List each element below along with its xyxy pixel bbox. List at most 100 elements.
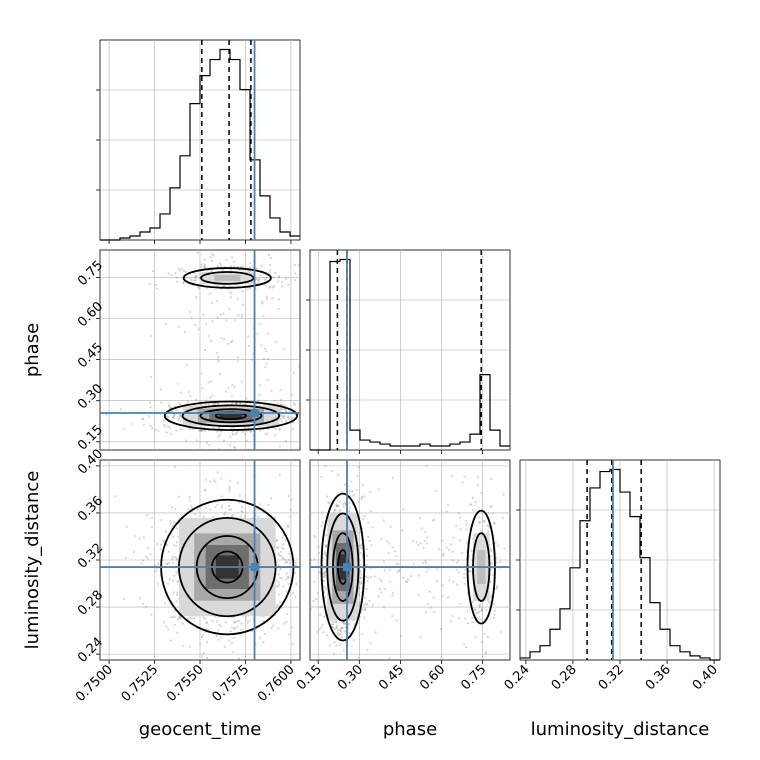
scatter-point [189,395,192,398]
scatter-point [293,403,296,406]
scatter-point [171,535,174,538]
scatter-point [241,506,244,509]
scatter-point [457,512,460,515]
scatter-point [276,585,279,588]
scatter-point [301,415,303,417]
scatter-point [465,528,468,531]
scatter-point [457,559,460,562]
scatter-point [282,415,285,418]
scatter-point [213,479,216,482]
scatter-point [277,605,280,608]
scatter-point [447,548,451,551]
scatter-point [138,597,141,600]
scatter-point [298,342,300,346]
scatter-point [161,539,164,542]
scatter-point [335,504,339,508]
scatter-point [321,623,325,627]
scatter-point [171,558,174,561]
scatter-point [483,632,486,636]
scatter-point [246,621,249,624]
scatter-point [230,508,233,511]
scatter-point [221,268,225,271]
scatter-point [176,591,179,594]
scatter-point [276,402,279,405]
scatter-point [340,490,344,493]
scatter-point [471,600,474,603]
scatter-point [278,474,281,477]
scatter-point [367,535,370,538]
scatter-point [278,554,281,557]
scatter-point [203,488,206,491]
scatter-point [146,557,149,560]
scatter-point [359,551,363,555]
scatter-point [284,561,288,564]
scatter-point [386,540,389,543]
scatter-point [280,577,283,580]
scatter-point [324,545,327,548]
scatter-point [377,595,380,598]
scatter-point [267,253,271,257]
scatter-point [299,600,300,603]
scatter-point [162,424,166,427]
scatter-point [157,562,160,566]
scatter-point [218,433,221,437]
scatter-point [149,553,152,556]
scatter-point [359,571,362,574]
scatter-point [258,393,261,397]
scatter-point [205,656,209,660]
scatter-point [215,299,219,302]
scatter-point [228,290,232,293]
scatter-point [172,413,176,417]
scatter-point [361,632,364,636]
scatter-point [331,469,334,472]
scatter-point [324,464,327,468]
scatter-point [316,591,319,594]
scatter-point [199,643,202,646]
scatter-point [279,418,282,421]
scatter-point [290,626,294,629]
scatter-point [288,561,291,564]
scatter-point [495,586,498,590]
scatter-point [495,556,498,560]
scatter-point [442,553,445,556]
scatter-point [150,613,153,616]
scatter-point [174,508,177,511]
scatter-point [474,609,477,612]
scatter-point [248,287,252,290]
scatter-point [215,634,218,638]
scatter-point [324,553,327,556]
scatter-point [178,616,181,619]
scatter-point [279,550,283,554]
labels-layer: geocent_time phase luminosity_distance p… [22,323,709,740]
scatter-point [489,547,492,551]
scatter-point [323,590,326,594]
scatter-point [445,546,448,549]
scatter-point [237,314,240,317]
scatter-point [265,298,269,301]
scatter-point [144,555,148,558]
scatter-point [489,595,493,599]
scatter-point [167,550,170,553]
scatter-point [175,409,178,412]
scatter-point [290,498,293,501]
scatter-point [424,561,427,564]
contour-line [181,404,281,428]
scatter-point [208,396,212,400]
scatter-point [200,265,203,268]
scatter-point [368,599,371,603]
scatter-point [228,479,232,482]
scatter-point [470,570,473,573]
scatter-point [477,610,480,613]
scatter-point [258,278,261,281]
scatter-point [342,411,344,413]
scatter-point [484,652,487,655]
scatter-point [204,322,207,326]
scatter-point [272,276,275,279]
scatter-point [262,620,265,623]
scatter-point [493,522,496,525]
scatter-point [179,428,182,431]
scatter-point [242,303,245,306]
contour-line [163,400,298,431]
scatter-point [343,501,347,505]
scatter-point [428,590,431,593]
